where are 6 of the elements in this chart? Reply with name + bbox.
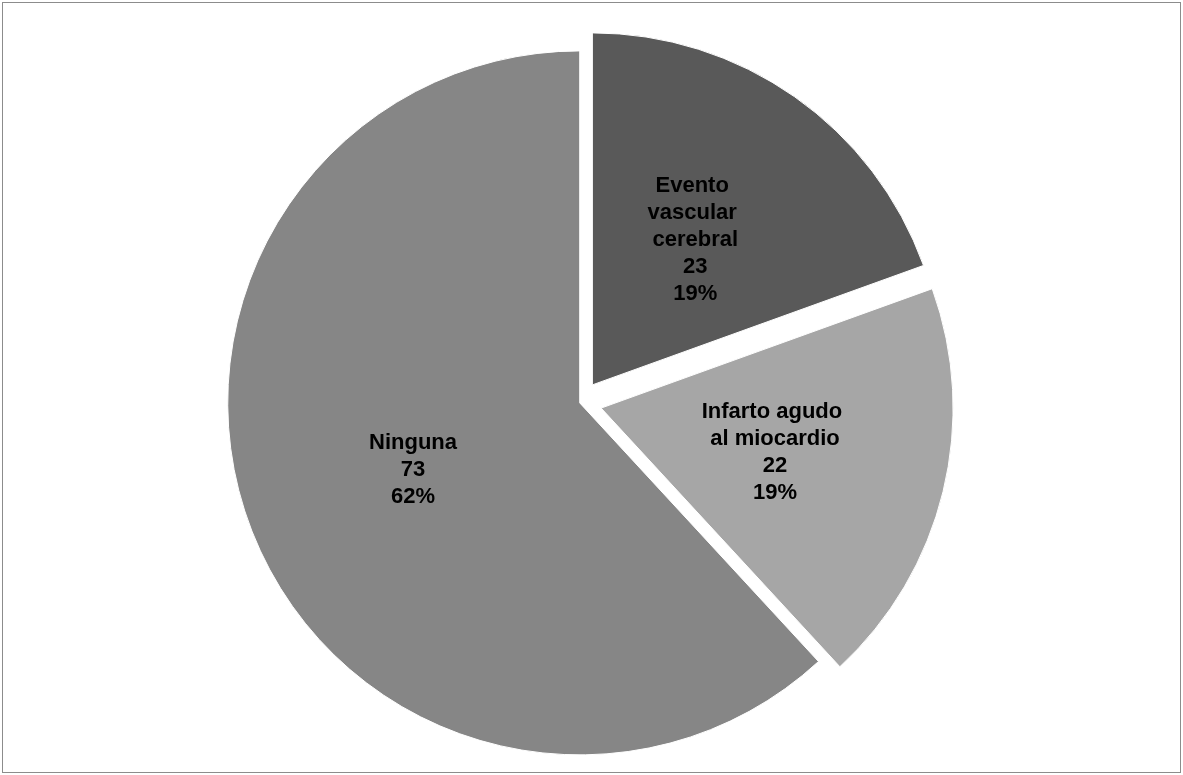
slice-label: Evento vascular cerebral [647,171,743,251]
data-label: 23 19% [673,252,718,305]
data-label: 22 19% [752,451,798,504]
slice-label: Infarto agudo al miocardio [701,397,849,450]
slice-label: Ninguna [369,428,458,454]
data-label: 73 62% [391,455,436,508]
